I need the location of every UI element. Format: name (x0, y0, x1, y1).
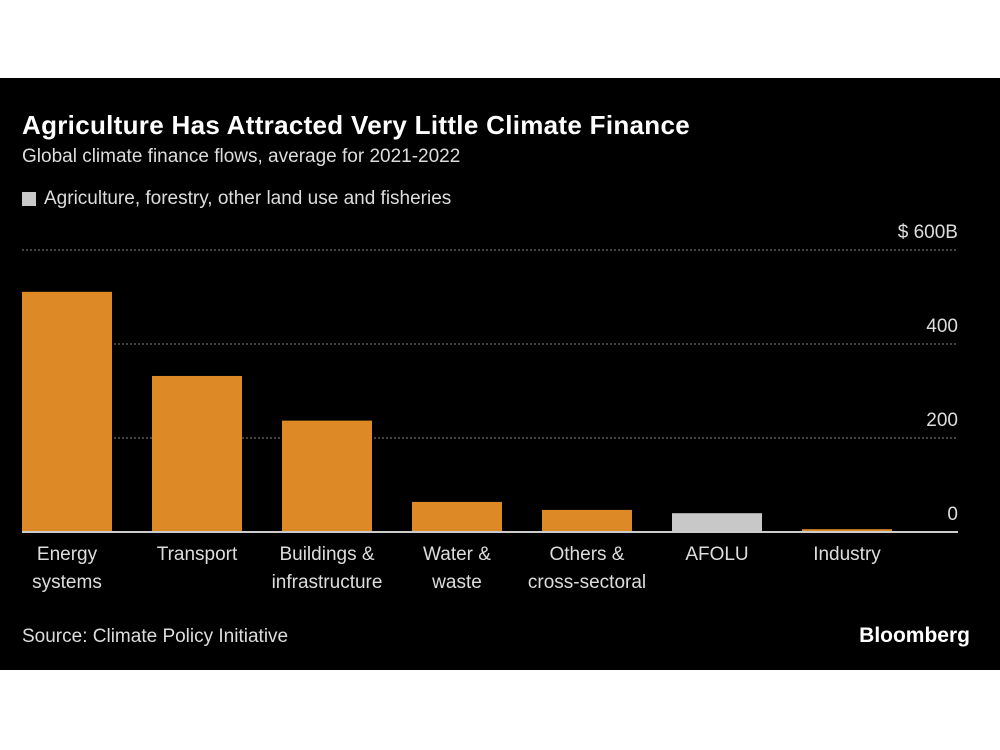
chart-title: Agriculture Has Attracted Very Little Cl… (22, 110, 691, 140)
chart-subtitle: Global climate finance flows, average fo… (22, 146, 461, 167)
y-tick-label: 0 (947, 504, 958, 525)
x-tick-label: Energy (37, 544, 98, 565)
legend: Agriculture, forestry, other land use an… (22, 188, 451, 210)
x-tick-label: infrastructure (272, 572, 383, 593)
x-tick-label: AFOLU (685, 544, 748, 565)
y-tick-label: $ 600B (898, 222, 958, 243)
bloomberg-logo: Bloomberg (859, 624, 970, 647)
chart-panel: Agriculture Has Attracted Very Little Cl… (0, 78, 1000, 670)
x-tick-label: Industry (813, 544, 881, 565)
x-tick-label: Transport (157, 544, 238, 565)
bar (412, 501, 502, 532)
bar (672, 513, 762, 532)
bar (542, 509, 632, 532)
x-tick-label: waste (431, 572, 482, 593)
bar (22, 291, 112, 532)
legend-swatch (22, 192, 36, 206)
x-tick-label: Buildings & (279, 544, 374, 565)
x-tick-label: cross-sectoral (528, 572, 646, 593)
x-tick-label: Water & (423, 544, 491, 565)
bar (152, 375, 242, 532)
bar-chart: 0 200 400 $ 600B Energy systems Transport Build… (22, 222, 958, 593)
x-tick-label: systems (32, 572, 102, 593)
y-tick-label: 200 (926, 410, 958, 431)
legend-label: Agriculture, forestry, other land use an… (44, 188, 452, 209)
x-tick-label: Others & (550, 544, 625, 565)
bar (802, 529, 892, 532)
source-note: Source: Climate Policy Initiative (22, 626, 289, 647)
bar (282, 420, 372, 532)
y-tick-label: 400 (926, 316, 958, 337)
